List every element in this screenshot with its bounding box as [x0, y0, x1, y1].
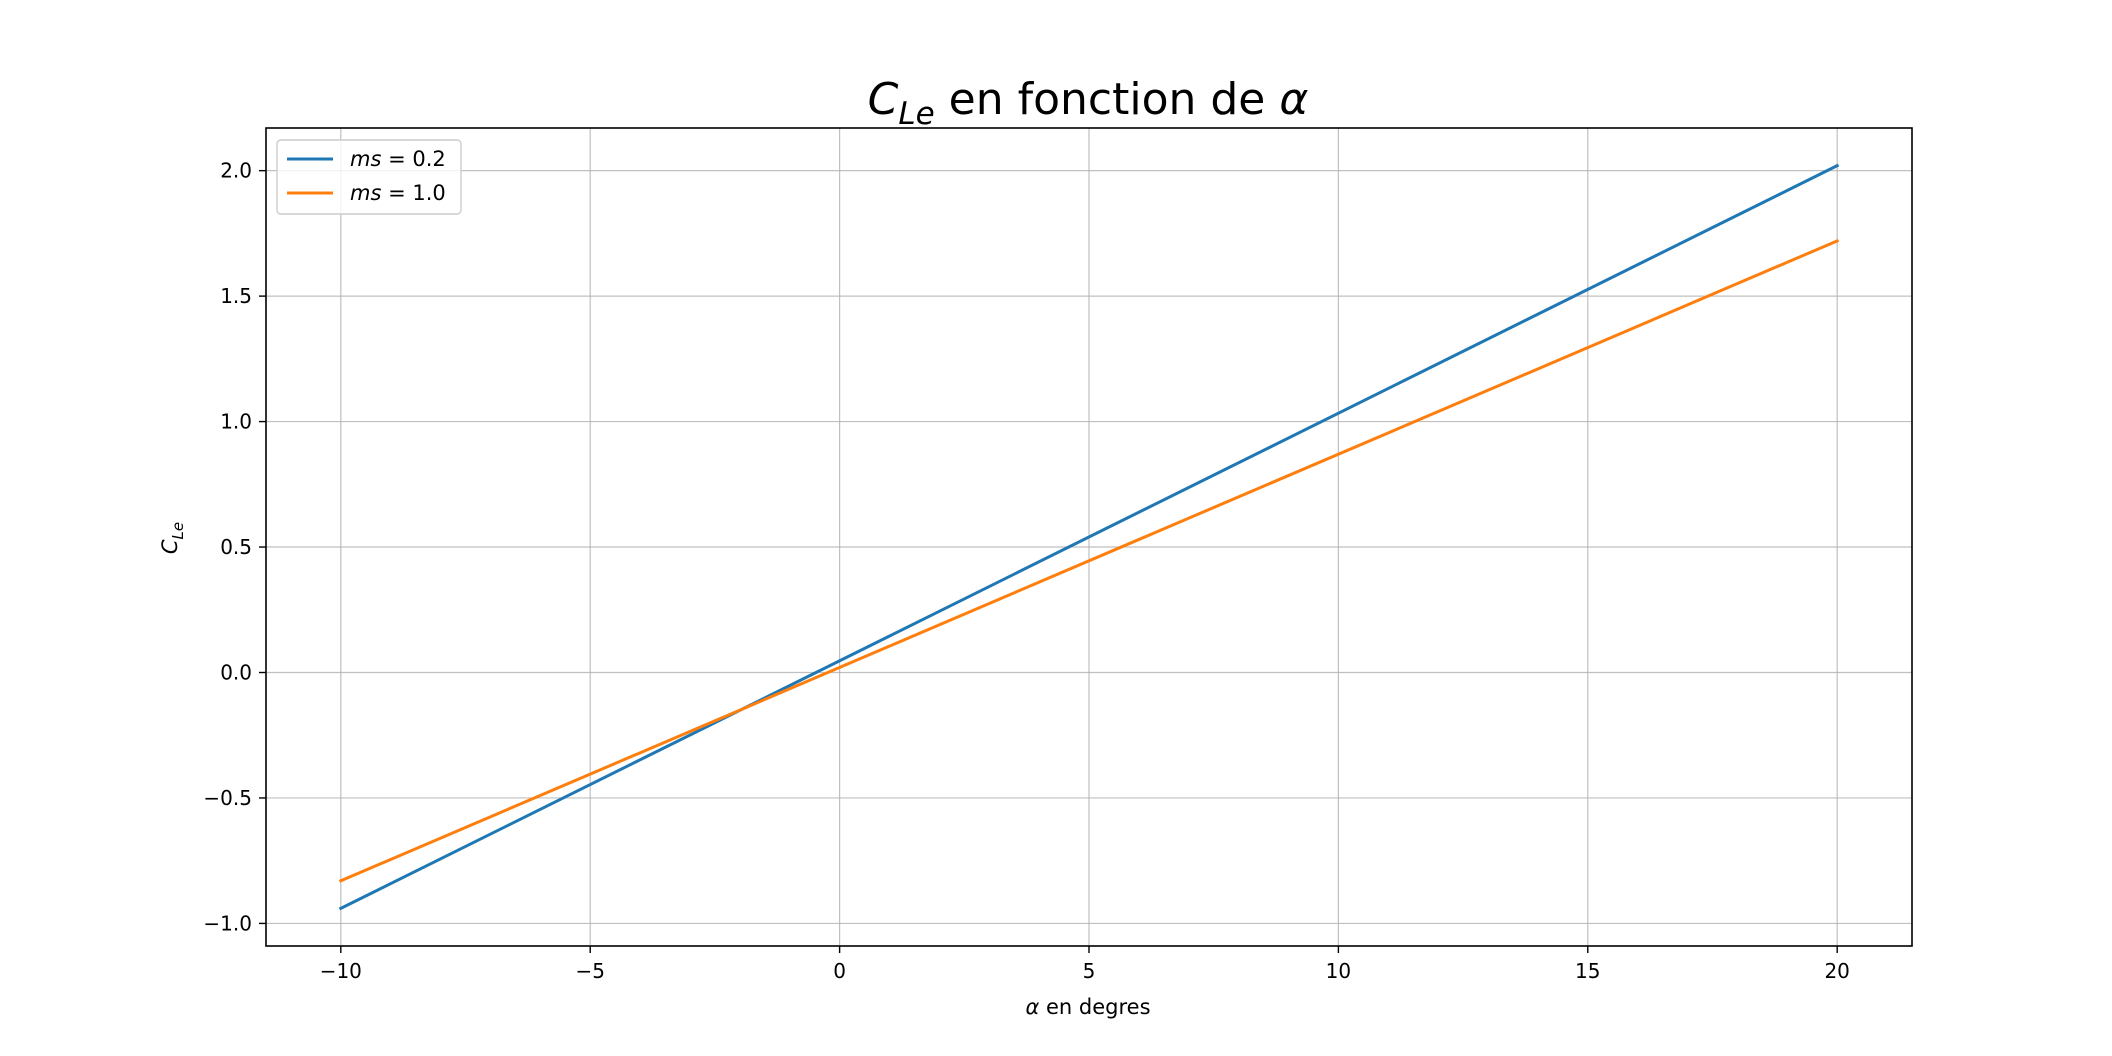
- legend: ms = 0.2 ms = 1.0: [276, 139, 462, 215]
- y-tick-label: 1.0: [220, 410, 252, 434]
- chart-title: CLe en fonction de α: [868, 74, 1309, 132]
- y-axis-label: CLe: [158, 522, 187, 554]
- series-lines: [338, 163, 1840, 911]
- x-tick-label: 0: [833, 959, 846, 983]
- x-tick-label: 10: [1326, 959, 1351, 983]
- x-axis-label: α en degres: [1025, 995, 1150, 1019]
- y-tick-label: −0.5: [203, 786, 252, 810]
- y-tick-label: 0.0: [220, 660, 252, 684]
- x-tick-label: 20: [1824, 959, 1849, 983]
- series-line-1: [338, 238, 1840, 883]
- x-tick-label: 5: [1083, 959, 1096, 983]
- x-tick-label: 15: [1575, 959, 1600, 983]
- grid: [266, 128, 1912, 946]
- ticks: −10 −5 0 5 10 15 20 −1.0 −0.5 0.0 0.5 1.0 1.5 2.0: [203, 159, 1849, 983]
- y-tick-label: 2.0: [220, 159, 252, 183]
- series-line-0: [338, 163, 1840, 911]
- x-tick-label: −10: [320, 959, 362, 983]
- y-tick-label: −1.0: [203, 911, 252, 935]
- y-tick-label: 1.5: [220, 284, 252, 308]
- legend-label-0: ms = 0.2: [350, 147, 446, 171]
- x-tick-label: −5: [575, 959, 604, 983]
- y-tick-label: 0.5: [220, 535, 252, 559]
- legend-label-1: ms = 1.0: [350, 181, 446, 205]
